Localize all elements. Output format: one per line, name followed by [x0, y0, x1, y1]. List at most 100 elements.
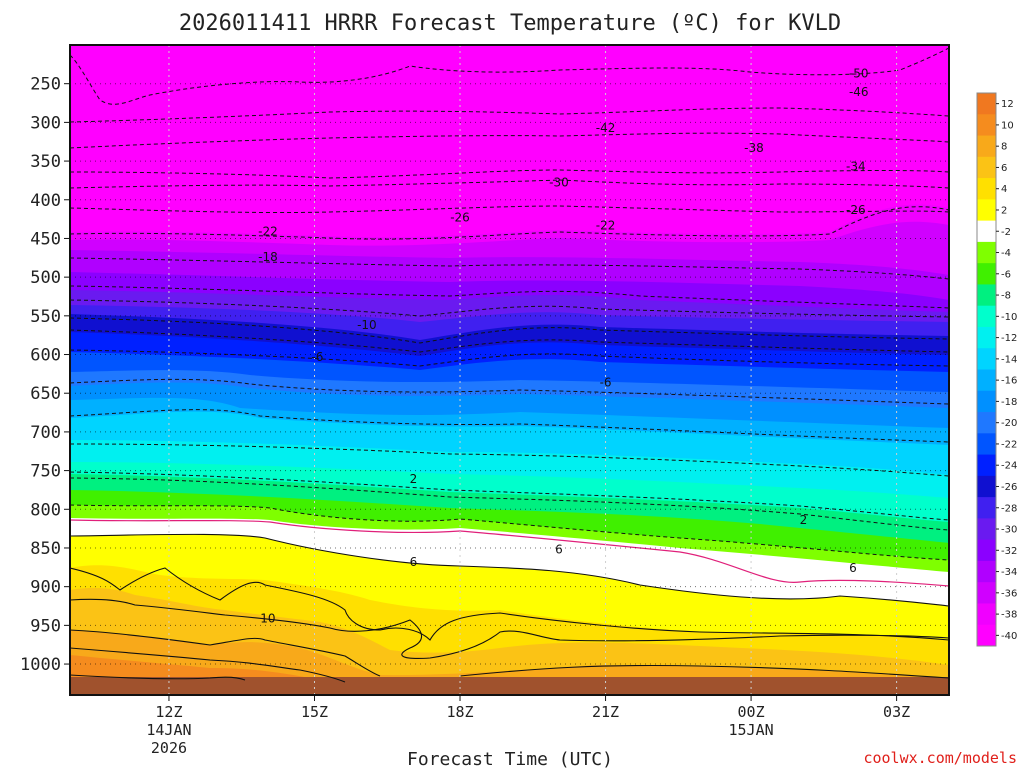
contour-label: -34	[846, 159, 866, 173]
plot-frame	[69, 44, 950, 696]
contour-12	[70, 674, 246, 681]
chart-title: 2026011411 HRRR Forecast Temperature (ºC…	[179, 11, 841, 36]
y-tick-label: 300	[30, 113, 61, 133]
y-tick-label: 500	[30, 268, 61, 288]
colorbar-label: -4	[1001, 248, 1011, 259]
colorbar-swatch	[977, 326, 996, 349]
contour-labels: -50 -46 -42 -38 -34 -30 -26 -26 -22 -22 -18 -10 -6 -6…	[258, 67, 868, 626]
contour-label: 2	[410, 472, 418, 486]
contour-minus-18	[70, 378, 949, 405]
colorbar-swatch	[977, 241, 996, 264]
contour-label: -26	[450, 211, 470, 225]
x-tick-label: 18Z	[446, 703, 473, 721]
x-tick-label: 12Z	[155, 703, 182, 721]
contour-minus-48	[70, 132, 949, 149]
colorbar-label: -6	[1001, 269, 1011, 280]
contour-label: 6	[410, 555, 418, 569]
colorbar-label: -2	[1001, 227, 1011, 238]
plot-area	[70, 45, 949, 695]
colorbar-swatch	[977, 348, 996, 370]
y-tick-label: 850	[30, 539, 61, 559]
y-tick-label: 400	[30, 191, 61, 211]
y-tick-label: 800	[30, 500, 61, 520]
contour-minus-54	[70, 47, 949, 105]
colorbar-swatch	[977, 390, 996, 413]
contour-minus-46	[70, 169, 949, 179]
colorbar-label: -10	[1001, 312, 1017, 323]
y-tick-label: 450	[30, 229, 61, 249]
colorbar: 12 10 8 6 4 2 -2 -4 -6 -8 -10 -12 -14 -16 -18 -20 -22 -24…	[976, 92, 1017, 647]
contour-minus-14	[70, 409, 949, 443]
contour-minus-8	[70, 471, 949, 521]
underground-band	[70, 677, 949, 695]
colorbar-label: 4	[1001, 184, 1007, 195]
colorbar-swatch	[977, 603, 996, 626]
contour-label: 2	[800, 513, 808, 527]
colorbar-swatch	[977, 220, 996, 243]
colorbar-swatch	[977, 560, 996, 583]
colorbar-swatch	[977, 135, 996, 158]
contour-label: -6	[600, 375, 612, 389]
colorbar-label: -8	[1001, 291, 1011, 302]
x-axis-label: Forecast Time (UTC)	[407, 749, 613, 768]
colorbar-label: -22	[1001, 439, 1017, 450]
colorbar-swatch	[977, 412, 996, 434]
y-tick-label: 350	[30, 152, 61, 172]
colorbar-label: 6	[1001, 163, 1007, 174]
contour-label: -18	[258, 250, 278, 264]
contour-10	[70, 647, 346, 683]
contour-minus-22	[70, 349, 949, 367]
contour-label: 10	[260, 611, 275, 625]
x-tick-label: 15JAN	[729, 721, 774, 739]
grid-lines	[70, 45, 949, 695]
y-tick-label: 750	[30, 462, 61, 482]
contour-minus-38	[70, 206, 949, 240]
colorbar-frame	[976, 92, 997, 647]
colorbar-label: -16	[1001, 376, 1017, 387]
colorbar-label: 2	[1001, 205, 1007, 216]
colorbar-label: -30	[1001, 525, 1017, 536]
y-tick-label: 700	[30, 423, 61, 443]
x-tick-label: 21Z	[592, 703, 619, 721]
colorbar-swatch	[977, 178, 996, 200]
y-tick-label: 250	[30, 75, 61, 95]
colorbar-label: -24	[1001, 461, 1017, 472]
contour-minus-10	[70, 443, 949, 477]
contour-label: 6	[555, 543, 563, 557]
colorbar-swatch	[977, 582, 996, 604]
colorbar-label: -36	[1001, 588, 1017, 599]
x-tick-label: 00Z	[738, 703, 765, 721]
y-tick-label: 650	[30, 384, 61, 404]
contour-2	[70, 533, 949, 607]
contour-minus-44	[70, 179, 949, 189]
colorbar-label: -14	[1001, 354, 1017, 365]
colorbar-swatch	[977, 93, 996, 115]
contour-minus-28	[70, 299, 949, 318]
contour-4	[70, 567, 949, 641]
x-tick-label: 03Z	[883, 703, 910, 721]
credit-link[interactable]: coolwx.com/models	[863, 749, 1017, 767]
colorbar-label: -40	[1001, 631, 1017, 642]
colorbar-swatch	[977, 475, 996, 498]
contour-minus-42	[70, 205, 949, 214]
contour-zero	[70, 519, 949, 587]
colorbar-swatch	[977, 284, 996, 307]
negative-contours	[70, 47, 949, 561]
y-tick-label: 600	[30, 346, 61, 366]
colorbar-label: 12	[1001, 99, 1014, 110]
colorbar-label: -18	[1001, 397, 1017, 408]
contour-label: -46	[849, 85, 869, 99]
colorbar-swatch	[977, 539, 996, 562]
contour-minus-24	[70, 329, 949, 353]
colorbar-label: -28	[1001, 503, 1017, 514]
colorbar-swatch	[977, 114, 996, 137]
colorbar-label: -12	[1001, 333, 1017, 344]
contour-minus-50	[70, 107, 949, 123]
colorbar-label: 10	[1001, 120, 1014, 131]
contour-minus-6	[70, 477, 949, 531]
x-tick-label: 14JAN	[146, 721, 191, 739]
colorbar-swatch	[977, 497, 996, 519]
colorbar-label: 8	[1001, 142, 1007, 153]
positive-contours	[70, 533, 949, 683]
